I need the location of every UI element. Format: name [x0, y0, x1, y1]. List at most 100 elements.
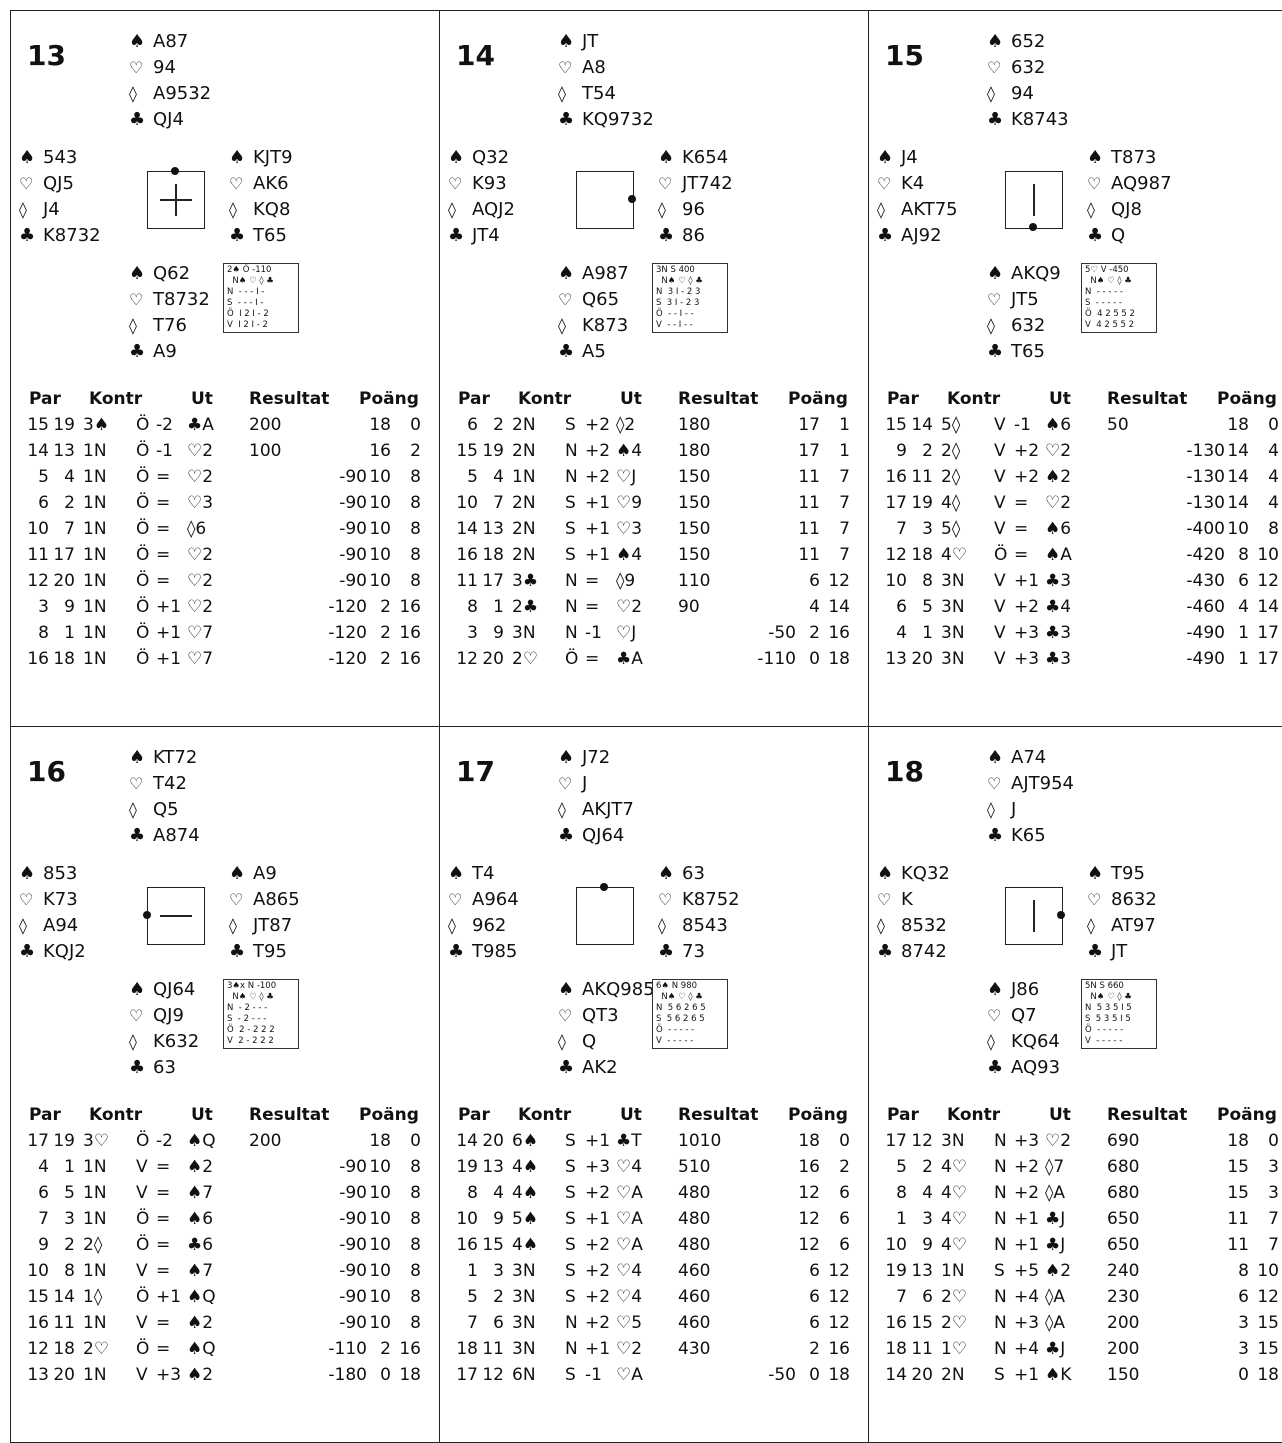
- east-s-line: ♠ K654: [658, 145, 733, 171]
- result-cell: 4: [1268, 493, 1279, 513]
- south-d-line: ◊ K873: [558, 313, 629, 339]
- result-cell: 6: [839, 1209, 850, 1229]
- result-cell: 10: [27, 1261, 49, 1281]
- result-cell: 19: [482, 441, 504, 461]
- south-d-line: ◊ 632: [987, 313, 1061, 339]
- par-summary-line: 5N S 660: [1085, 981, 1124, 991]
- result-cell: 9: [922, 1235, 933, 1255]
- result-cell: =: [1014, 519, 1029, 539]
- result-cell: 13: [482, 519, 504, 539]
- results-table: Par Kontr Ut Resultat Poäng 17 19 3♡ Ö -2 ♠Q 200 18 0…: [11, 1105, 440, 1391]
- result-cell: 4: [493, 467, 504, 487]
- result-cell: 2N: [941, 1365, 965, 1385]
- cards: 63: [682, 863, 705, 884]
- result-cell: 150: [678, 545, 711, 565]
- result-cell: 1: [922, 623, 933, 643]
- result-cell: 10: [369, 571, 391, 591]
- result-cell: V: [994, 597, 1006, 617]
- result-cell: ♠Q: [187, 1287, 216, 1307]
- result-cell: 14: [885, 1365, 907, 1385]
- result-cell: V: [994, 441, 1006, 461]
- result-cell: 16: [399, 623, 421, 643]
- cards: K8743: [1011, 109, 1069, 130]
- north-s-line: ♠ A74: [987, 745, 1074, 771]
- south-s-line: ♠ AKQ985: [558, 977, 655, 1003]
- heart-icon: ♡: [129, 774, 144, 793]
- heart-icon: ♡: [658, 890, 673, 909]
- club-icon: ♣: [877, 941, 894, 962]
- header-poang: Poäng: [359, 1105, 419, 1125]
- result-cell: 15: [911, 1313, 933, 1333]
- result-row: 1 3 3N S +2 ♡4 460 6 12: [440, 1261, 869, 1287]
- results-header: Par Kontr Ut Resultat Poäng: [869, 1105, 1282, 1131]
- north-d-line: ◊ 94: [987, 81, 1069, 107]
- result-cell: 5: [922, 597, 933, 617]
- result-cell: 15: [1227, 1183, 1249, 1203]
- result-cell: 3: [493, 1261, 504, 1281]
- diamond-icon: ◊: [558, 316, 566, 335]
- cards: AJT954: [1011, 773, 1074, 794]
- cards: KQ64: [1011, 1031, 1060, 1052]
- result-cell: 11: [798, 519, 820, 539]
- result-cell: 3♠: [83, 415, 110, 435]
- dealer-dot: [143, 911, 151, 919]
- result-cell: 16: [456, 1235, 478, 1255]
- cards: K65: [1011, 825, 1046, 846]
- heart-icon: ♡: [448, 890, 463, 909]
- hand-east: ♠ T95 ♡ 8632 ◊ AT97 ♣ JT: [1087, 861, 1157, 965]
- result-cell: 200: [249, 1131, 282, 1151]
- result-cell: +1: [1014, 571, 1040, 591]
- result-cell: 3: [922, 1209, 933, 1229]
- heart-icon: ♡: [987, 290, 1002, 309]
- result-cell: 680: [1107, 1183, 1140, 1203]
- result-cell: S: [565, 1235, 576, 1255]
- result-cell: ♠6: [187, 1209, 214, 1229]
- result-cell: ♡4: [616, 1287, 643, 1307]
- result-cell: 12: [798, 1209, 820, 1229]
- result-cell: ♡2: [187, 467, 214, 487]
- result-cell: -1: [585, 1365, 602, 1385]
- result-cell: 1N: [83, 1183, 107, 1203]
- result-cell: 14: [53, 1287, 75, 1307]
- heart-icon: ♡: [558, 1006, 573, 1025]
- result-cell: =: [156, 545, 171, 565]
- north-c-line: ♣ QJ64: [558, 823, 634, 849]
- hand-west: ♠ KQ32 ♡ K ◊ 8532 ♣ 8742: [877, 861, 950, 965]
- south-h-line: ♡ QJ9: [129, 1003, 199, 1029]
- result-cell: 11: [27, 545, 49, 565]
- result-cell: 1: [1238, 649, 1249, 669]
- result-row: 16 15 4♠ S +2 ♡A 480 12 6: [440, 1235, 869, 1261]
- board-17: 17 ♠ J72 ♡ J ◊ AKJT7 ♣ QJ64 ♠ T4 ♡ A964 ◊ 962 ♣ T985 ♠ 63 ♡…: [440, 727, 869, 1443]
- result-cell: =: [156, 1209, 171, 1229]
- result-cell: -490: [1186, 649, 1225, 669]
- north-d-line: ◊ J: [987, 797, 1074, 823]
- result-cell: 8: [38, 623, 49, 643]
- result-cell: 0: [809, 649, 820, 669]
- spade-icon: ♠: [19, 147, 36, 168]
- par-summary-line: S 5 3 5 I 5: [1085, 1014, 1131, 1024]
- result-cell: 1N: [83, 545, 107, 565]
- indicator-line: [1033, 900, 1035, 932]
- result-cell: 12: [828, 1313, 850, 1333]
- result-cell: 11: [798, 467, 820, 487]
- hand-north: ♠ A74 ♡ AJT954 ◊ J ♣ K65: [987, 745, 1074, 849]
- heart-icon: ♡: [558, 774, 573, 793]
- club-icon: ♣: [448, 941, 465, 962]
- result-cell: -90: [339, 1261, 367, 1281]
- result-cell: 17: [798, 441, 820, 461]
- result-cell: V: [136, 1313, 148, 1333]
- cards: 632: [1011, 57, 1046, 78]
- result-cell: ♣3: [1045, 623, 1072, 643]
- spade-icon: ♠: [448, 863, 465, 884]
- par-summary-line: N♠ ♡ ◊ ♣: [656, 276, 703, 286]
- diamond-icon: ◊: [448, 200, 456, 219]
- result-cell: N: [994, 1157, 1007, 1177]
- result-cell: 2: [493, 415, 504, 435]
- heart-icon: ♡: [19, 890, 34, 909]
- result-cell: 2: [809, 1339, 820, 1359]
- result-cell: 90: [678, 597, 700, 617]
- result-cell: -130: [1186, 493, 1225, 513]
- result-row: 19 13 4♠ S +3 ♡4 510 16 2: [440, 1157, 869, 1183]
- diamond-icon: ◊: [129, 84, 137, 103]
- result-cell: -90: [339, 519, 367, 539]
